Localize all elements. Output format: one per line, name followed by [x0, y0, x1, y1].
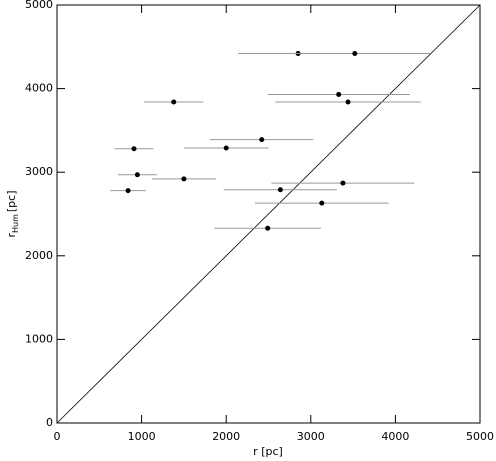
point	[223, 145, 229, 151]
point	[125, 188, 131, 194]
point	[265, 225, 271, 231]
y-axis-label: rHum [pc]	[5, 190, 20, 237]
x-tick-label: 3000	[297, 430, 325, 443]
plot-frame	[56, 4, 481, 424]
point	[277, 187, 283, 193]
point	[131, 146, 137, 152]
y-label-unit: [pc]	[5, 190, 18, 212]
x-tick-label: 5000	[466, 430, 494, 443]
y-tick-label: 4000	[25, 82, 53, 95]
point	[171, 99, 177, 105]
point	[259, 137, 265, 143]
y-tick-label: 0	[46, 416, 53, 429]
point	[345, 99, 351, 105]
x-axis-label: r [pc]	[253, 445, 283, 458]
y-label-main: r	[5, 233, 18, 238]
point	[134, 172, 140, 178]
x-tick-label: 1000	[128, 430, 156, 443]
y-label-sub: Hum	[11, 214, 20, 233]
y-tick-label: 2000	[25, 249, 53, 262]
point	[181, 176, 187, 182]
x-tick-label: 0	[54, 430, 61, 443]
diagonal-line	[56, 4, 481, 424]
x-tick-label: 2000	[212, 430, 240, 443]
x-tick-label: 4000	[381, 430, 409, 443]
point	[352, 50, 358, 56]
point	[336, 91, 342, 97]
y-tick-label: 1000	[25, 332, 53, 345]
point	[319, 200, 325, 206]
y-tick-label: 3000	[25, 165, 53, 178]
point	[340, 180, 346, 186]
y-tick-label: 5000	[25, 0, 53, 11]
